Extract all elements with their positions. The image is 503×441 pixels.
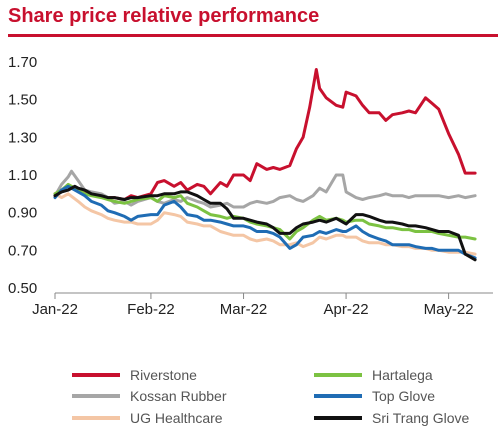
y-tick-label: 1.50 <box>8 92 37 109</box>
legend-label-ug-healthcare: UG Healthcare <box>130 410 223 426</box>
y-tick-label: 1.10 <box>8 167 37 184</box>
series-line-sri-trang-glove <box>53 184 477 262</box>
x-tick-label: Jan-22 <box>32 301 78 318</box>
y-tick-label: 1.70 <box>8 54 37 71</box>
series-line-ug-healthcare <box>53 192 477 256</box>
x-tick-label: May-22 <box>424 301 474 318</box>
legend-label-sri-trang-glove: Sri Trang Glove <box>372 410 469 426</box>
series-line-top-glove <box>53 184 477 260</box>
legend-label-top-glove: Top Glove <box>372 388 435 404</box>
y-tick-label: 1.30 <box>8 129 37 146</box>
x-tick-label: Feb-22 <box>127 301 175 318</box>
y-tick-label: 0.50 <box>8 280 37 297</box>
x-tick-label: Mar-22 <box>220 301 268 318</box>
y-tick-label: 0.70 <box>8 242 37 259</box>
legend-label-hartalega: Hartalega <box>372 367 433 383</box>
y-tick-label: 0.90 <box>8 205 37 222</box>
series-line-hartalega <box>53 182 477 241</box>
series-line-riverstone <box>53 68 477 201</box>
legend-label-kossan-rubber: Kossan Rubber <box>130 388 227 404</box>
legend: Riverstone Kossan Rubber UG Healthcare Hart… <box>72 367 469 426</box>
series-lines <box>53 68 477 262</box>
legend-label-riverstone: Riverstone <box>130 367 197 383</box>
x-tick-label: Apr-22 <box>324 301 369 318</box>
axes: 0.50 0.70 0.90 1.10 1.30 1.50 1.70 Jan-22 Feb-22… <box>8 54 493 318</box>
chart-title: Share price relative performance <box>8 5 320 27</box>
title-underline <box>8 34 498 37</box>
